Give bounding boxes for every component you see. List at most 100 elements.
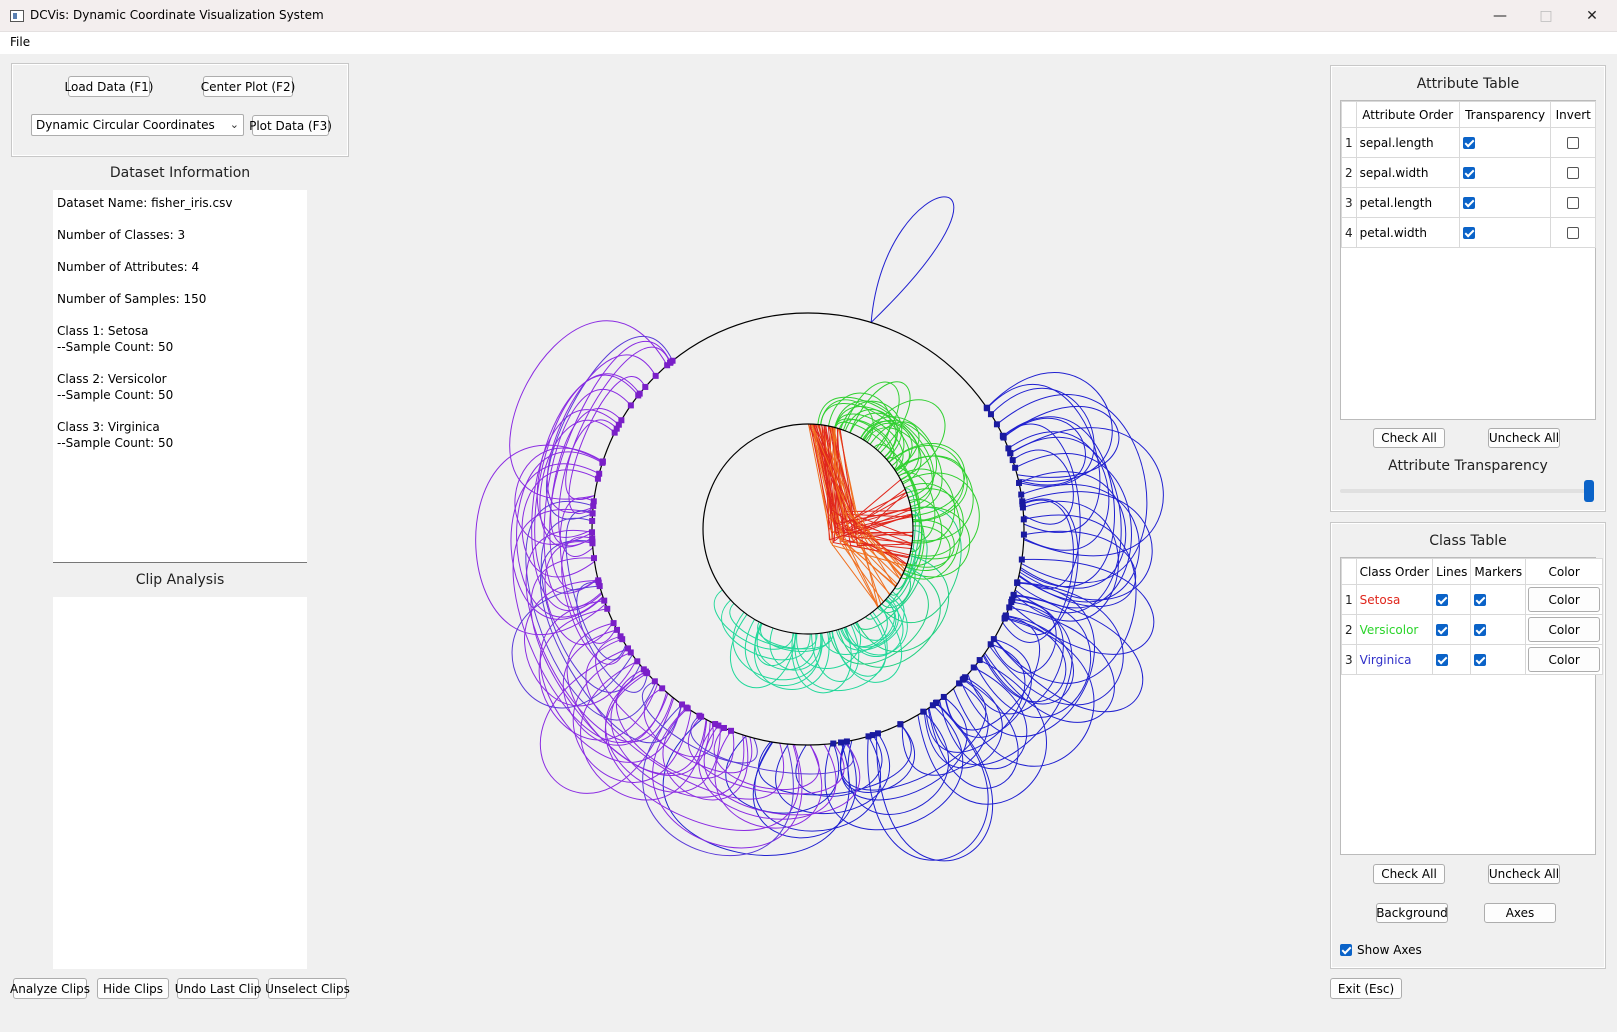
close-button[interactable]: ✕ <box>1586 8 1598 24</box>
table-row[interactable]: 3 petal.length <box>1341 187 1596 218</box>
purple-curve <box>539 419 616 548</box>
virginica-curve <box>1019 491 1153 601</box>
markers-checkbox[interactable] <box>1474 594 1487 606</box>
color-button[interactable]: Color <box>1528 587 1601 612</box>
color-button[interactable]: Color <box>1528 647 1601 672</box>
sample-marker <box>1020 516 1027 523</box>
attribute-table: Attribute Order Transparency Invert 1 se… <box>1341 101 1596 248</box>
undo-last-clip-button[interactable]: Undo Last Clip <box>175 978 261 999</box>
versicolor-curve <box>842 381 900 450</box>
table-row[interactable]: 3 Virginica Color <box>1341 644 1604 675</box>
sample-marker <box>1010 591 1017 598</box>
table-row[interactable]: 2 sepal.width <box>1341 157 1596 188</box>
table-row[interactable]: 2 Versicolor Color <box>1341 614 1604 645</box>
hide-clips-button[interactable]: Hide Clips <box>97 978 169 999</box>
invert-checkbox[interactable] <box>1567 227 1580 239</box>
virginica-curve <box>1002 499 1074 643</box>
plot-canvas[interactable] <box>360 60 1320 980</box>
sample-marker <box>613 425 620 432</box>
versicolor-curve <box>852 599 897 641</box>
sample-marker <box>720 724 727 731</box>
versicolor-curve <box>840 605 888 647</box>
menu-file[interactable]: File <box>10 35 31 49</box>
header-color[interactable]: Color <box>1525 558 1604 585</box>
table-row[interactable]: 4 petal.width <box>1341 217 1596 248</box>
versicolor-curve <box>834 418 892 461</box>
sample-marker <box>929 702 936 709</box>
class-name-virginica[interactable]: Virginica <box>1355 644 1434 675</box>
invert-checkbox[interactable] <box>1567 167 1580 179</box>
sample-marker <box>993 421 1000 428</box>
show-axes-checkbox[interactable] <box>1340 944 1352 956</box>
transparency-checkbox[interactable] <box>1462 227 1475 239</box>
markers-checkbox[interactable] <box>1474 654 1487 666</box>
attribute-name[interactable]: sepal.width <box>1355 157 1460 188</box>
sample-marker <box>987 411 994 418</box>
attribute-name[interactable]: petal.length <box>1355 187 1460 218</box>
slider-thumb[interactable] <box>1584 480 1594 502</box>
minimize-button[interactable]: — <box>1493 8 1507 24</box>
plot-type-select[interactable]: Dynamic Circular Coordinates ⌄ <box>31 114 244 136</box>
sample-marker <box>596 583 603 590</box>
header-invert[interactable]: Invert <box>1550 101 1596 128</box>
header-class-order[interactable]: Class Order <box>1355 558 1434 585</box>
header-markers[interactable]: Markers <box>1470 558 1527 585</box>
virginica-curve <box>1014 452 1132 609</box>
class-table-box: Class Order Lines Markers Color 1 Setosa… <box>1340 557 1604 855</box>
versicolor-curve <box>834 400 898 458</box>
markers-checkbox[interactable] <box>1474 624 1487 636</box>
color-button[interactable]: Color <box>1528 617 1601 642</box>
virginica-curve <box>983 614 1075 705</box>
attribute-table-title: Attribute Table <box>1416 76 1520 92</box>
purple-curve <box>652 707 803 849</box>
class-name-versicolor[interactable]: Versicolor <box>1355 614 1434 645</box>
attribute-name[interactable]: petal.width <box>1355 217 1460 248</box>
load-data-button[interactable]: Load Data (F1) <box>65 76 153 97</box>
background-button[interactable]: Background <box>1376 903 1448 923</box>
versicolor-curve <box>834 413 904 471</box>
transparency-checkbox[interactable] <box>1462 137 1475 149</box>
attribute-check-all-button[interactable]: Check All <box>1373 428 1445 448</box>
sample-marker <box>627 649 634 656</box>
analyze-clips-button[interactable]: Analyze Clips <box>10 978 90 999</box>
lines-checkbox[interactable] <box>1436 654 1449 666</box>
sample-marker <box>1019 504 1026 511</box>
unselect-clips-button[interactable]: Unselect Clips <box>265 978 350 999</box>
center-plot-button[interactable]: Center Plot (F2) <box>201 76 295 97</box>
info-class-1-count: --Sample Count: 50 <box>57 340 174 354</box>
virginica-curve <box>725 735 840 814</box>
exit-button[interactable]: Exit (Esc) <box>1330 978 1402 999</box>
virginica-curve <box>1005 498 1079 635</box>
attribute-transparency-slider[interactable] <box>1340 489 1592 493</box>
class-uncheck-all-button[interactable]: Uncheck All <box>1488 864 1560 884</box>
sample-marker <box>619 636 626 643</box>
attribute-uncheck-all-button[interactable]: Uncheck All <box>1488 428 1560 448</box>
table-row[interactable]: 1 Setosa Color <box>1341 584 1604 615</box>
versicolor-curve <box>901 472 980 560</box>
sample-marker <box>1006 604 1013 611</box>
header-attribute-order[interactable]: Attribute Order <box>1355 101 1460 128</box>
invert-checkbox[interactable] <box>1567 137 1580 149</box>
lines-checkbox[interactable] <box>1436 594 1449 606</box>
transparency-checkbox[interactable] <box>1462 167 1475 179</box>
lines-checkbox[interactable] <box>1436 624 1449 636</box>
row-index: 3 <box>1341 644 1357 675</box>
versicolor-curve <box>890 510 920 596</box>
header-lines[interactable]: Lines <box>1432 558 1472 585</box>
sample-marker <box>959 676 966 683</box>
attribute-name[interactable]: sepal.length <box>1355 127 1460 158</box>
setosa-curve <box>812 424 879 608</box>
header-transparency[interactable]: Transparency <box>1458 101 1552 128</box>
class-check-all-button[interactable]: Check All <box>1373 864 1445 884</box>
versicolor-curve <box>760 623 831 652</box>
class-name-setosa[interactable]: Setosa <box>1355 584 1434 615</box>
sample-marker <box>1018 556 1025 563</box>
axes-button[interactable]: Axes <box>1484 903 1556 923</box>
sample-marker <box>984 405 991 412</box>
table-row[interactable]: 1 sepal.length <box>1341 127 1596 158</box>
versicolor-curve <box>820 403 910 475</box>
plot-data-button[interactable]: Plot Data (F3) <box>249 115 332 136</box>
invert-checkbox[interactable] <box>1567 197 1580 209</box>
transparency-checkbox[interactable] <box>1462 197 1475 209</box>
maximize-button[interactable]: □ <box>1539 8 1553 24</box>
